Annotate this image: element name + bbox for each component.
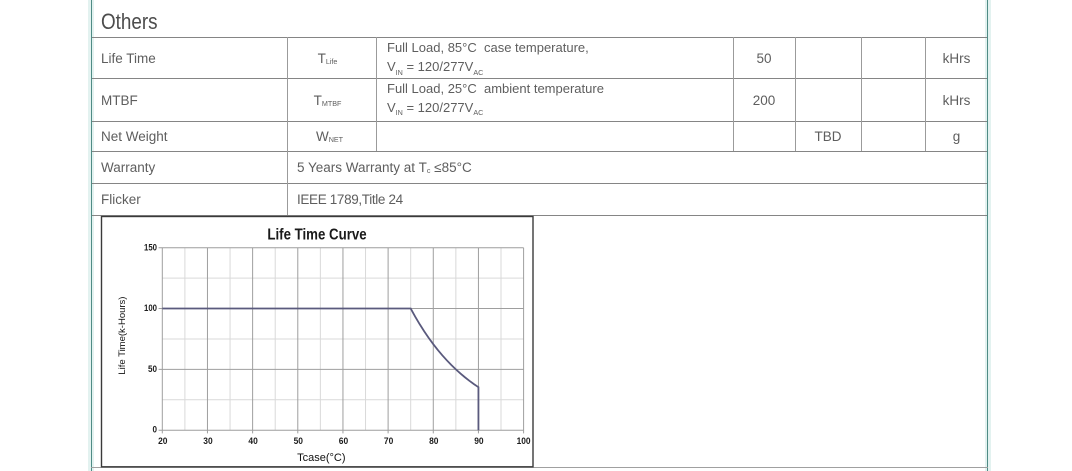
svg-text:90: 90 (474, 436, 483, 447)
svg-text:40: 40 (248, 436, 257, 447)
svg-text:70: 70 (384, 436, 393, 447)
svg-text:20: 20 (158, 436, 167, 447)
svg-text:80: 80 (429, 436, 438, 447)
svg-text:60: 60 (339, 436, 348, 447)
svg-text:Tcase(°C): Tcase(°C) (297, 452, 345, 464)
svg-text:100: 100 (144, 303, 157, 314)
svg-text:50: 50 (148, 364, 157, 375)
svg-text:50: 50 (294, 436, 303, 447)
svg-text:Life Time(k-Hours): Life Time(k-Hours) (117, 297, 128, 375)
svg-text:100: 100 (517, 436, 531, 447)
svg-text:150: 150 (144, 242, 157, 253)
svg-text:30: 30 (203, 436, 212, 447)
svg-text:0: 0 (153, 425, 158, 436)
svg-text:Life Time Curve: Life Time Curve (267, 226, 366, 243)
